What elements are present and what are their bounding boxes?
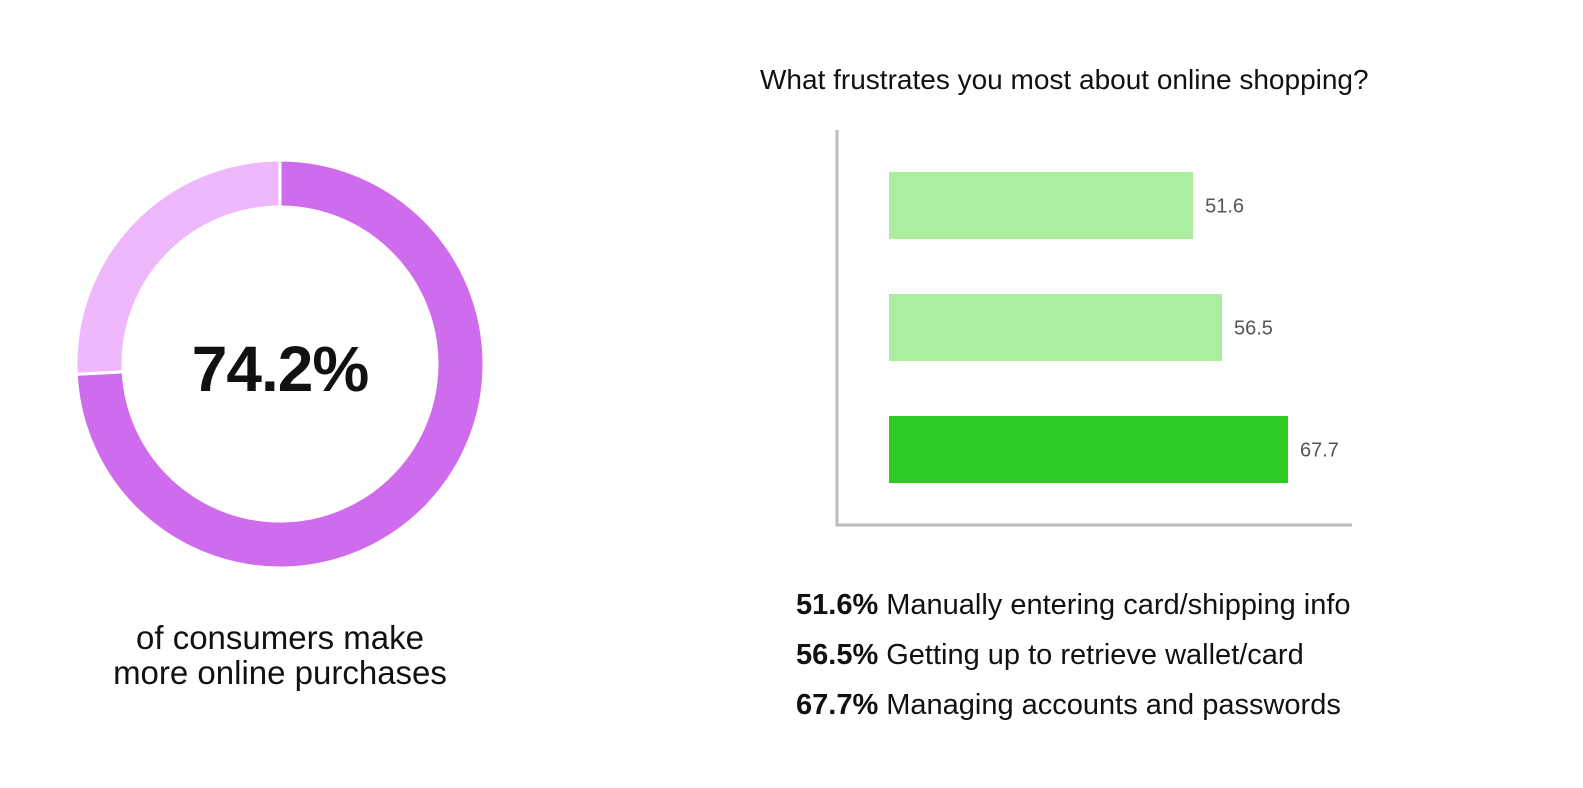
donut-caption-line-2: more online purchases: [113, 654, 447, 691]
bar-legend: 51.6% Manually entering card/shipping inf…: [796, 585, 1351, 735]
legend-text: Managing accounts and passwords: [886, 689, 1341, 721]
legend-percent: 67.7%: [796, 689, 879, 721]
donut-chart: [74, 158, 486, 570]
legend-item: 56.5% Getting up to retrieve wallet/card: [796, 635, 1351, 685]
donut-caption: of consumers make more online purchases: [60, 620, 500, 690]
legend-item: 67.7% Managing accounts and passwords: [796, 685, 1351, 735]
legend-percent: 51.6%: [796, 589, 879, 621]
bar-value-label: 67.7: [1300, 440, 1339, 462]
bar: [889, 416, 1288, 483]
legend-percent: 56.5%: [796, 639, 879, 671]
bar: [889, 294, 1222, 361]
bar-value-label: 51.6: [1205, 196, 1244, 218]
donut-caption-line-1: of consumers make: [136, 619, 424, 656]
bar-value-label: 56.5: [1234, 318, 1273, 340]
legend-item: 51.6% Manually entering card/shipping inf…: [796, 585, 1351, 635]
legend-text: Getting up to retrieve wallet/card: [886, 639, 1304, 671]
bar: [889, 172, 1194, 239]
bar-chart-title: What frustrates you most about online sh…: [760, 64, 1369, 95]
donut-slice-main: [74, 158, 486, 570]
donut-center-value: 74.2%: [191, 333, 369, 405]
donut-slice-rest: [74, 158, 282, 376]
legend-text: Manually entering card/shipping info: [886, 589, 1351, 621]
bar-chart: 51.6 56.5 67.7: [835, 130, 1352, 527]
